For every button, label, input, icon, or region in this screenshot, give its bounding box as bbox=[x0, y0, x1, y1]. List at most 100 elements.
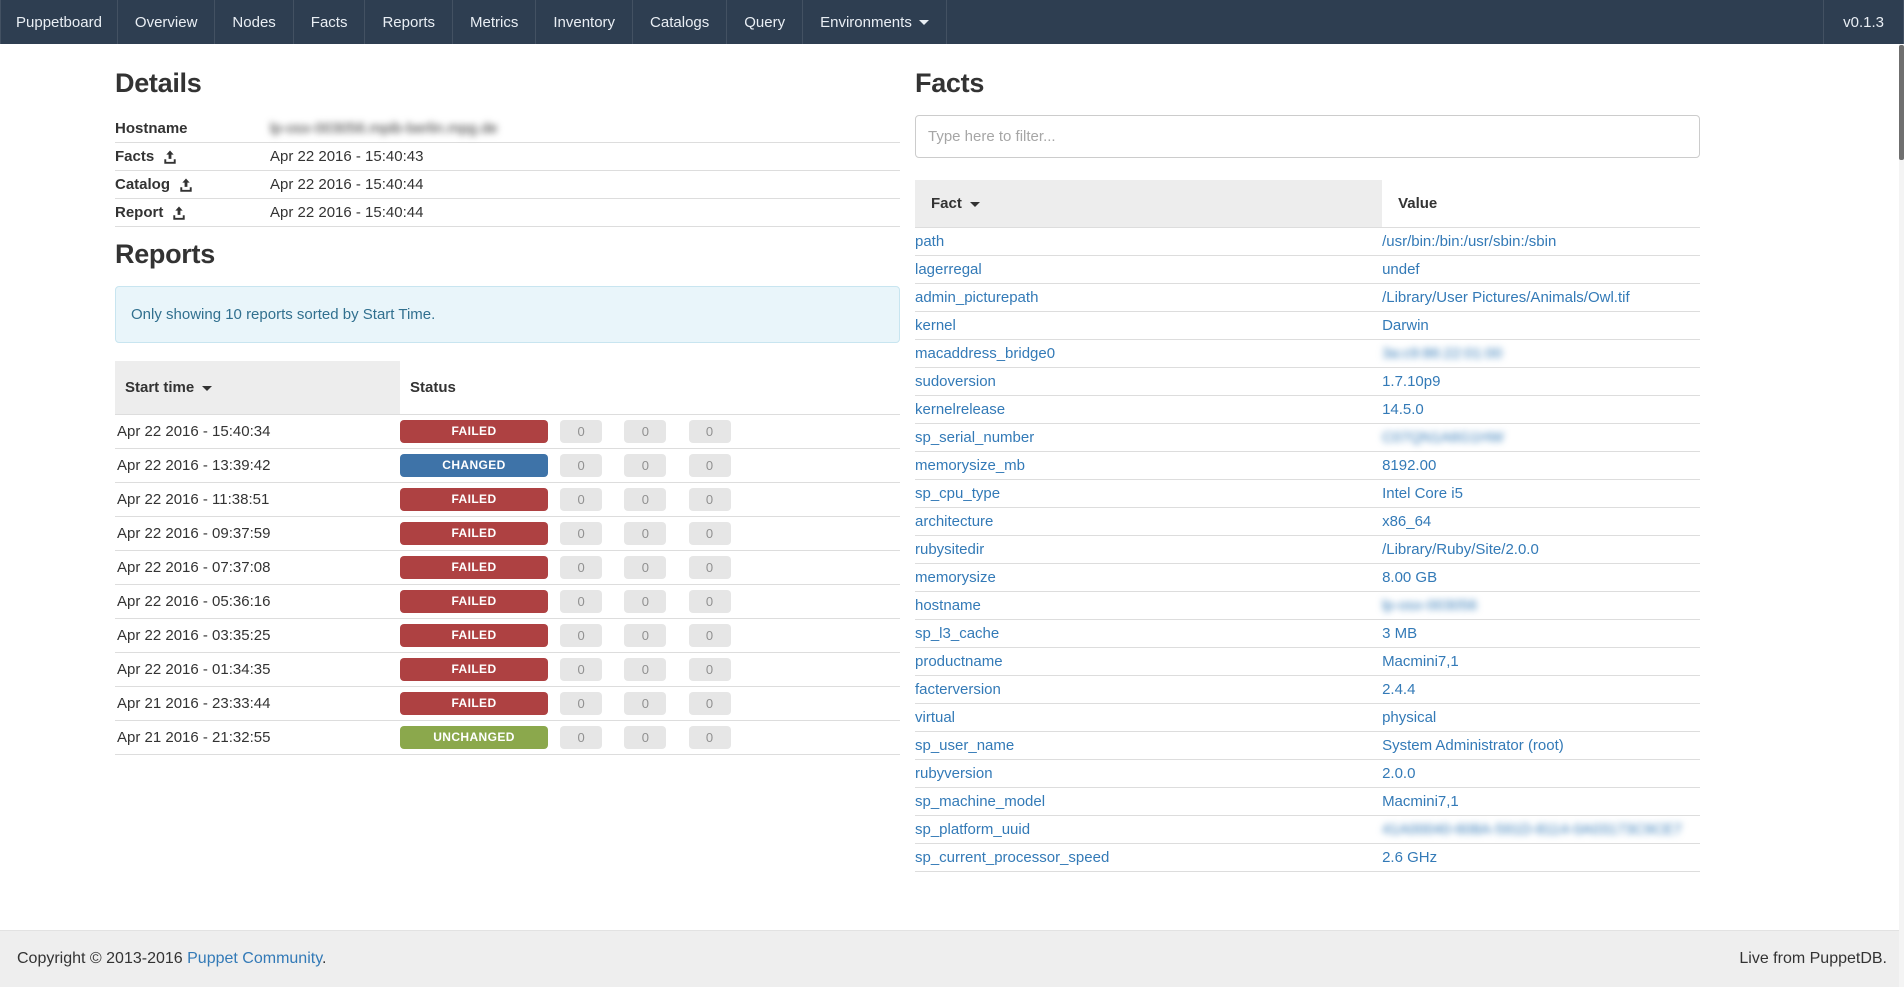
status-badge[interactable]: FAILED bbox=[400, 420, 548, 443]
fact-name-link[interactable]: kernel bbox=[915, 317, 956, 334]
scrollbar-track[interactable] bbox=[1899, 44, 1904, 987]
fact-value-link[interactable]: System Administrator (root) bbox=[1382, 737, 1564, 754]
status-badge[interactable]: FAILED bbox=[400, 692, 548, 715]
report-row[interactable]: Apr 22 2016 - 07:37:08 FAILED 0 0 0 bbox=[115, 551, 900, 585]
scrollbar-thumb[interactable] bbox=[1899, 45, 1904, 160]
fact-value-link[interactable]: 2.0.0 bbox=[1382, 765, 1415, 782]
fact-value-link[interactable]: 1.7.10p9 bbox=[1382, 373, 1440, 390]
nav-item-nodes[interactable]: Nodes bbox=[215, 0, 293, 44]
report-row[interactable]: Apr 22 2016 - 09:37:59 FAILED 0 0 0 bbox=[115, 517, 900, 551]
fact-value-link[interactable]: C07QN1A6G1HW bbox=[1382, 429, 1504, 446]
fact-name-link[interactable]: hostname bbox=[915, 597, 981, 614]
main-content: Details Hostname lp-osx-003056.mpib-berl… bbox=[0, 44, 1904, 930]
status-badge[interactable]: FAILED bbox=[400, 624, 548, 647]
upload-icon[interactable] bbox=[163, 150, 177, 164]
fact-value-link[interactable]: 2.4.4 bbox=[1382, 681, 1415, 698]
fact-value-link[interactable]: 8192.00 bbox=[1382, 457, 1436, 474]
report-row[interactable]: Apr 22 2016 - 11:38:51 FAILED 0 0 0 bbox=[115, 483, 900, 517]
fact-value-link[interactable]: Macmini7,1 bbox=[1382, 793, 1459, 810]
fact-name-link[interactable]: sp_platform_uuid bbox=[915, 821, 1030, 838]
fact-value-link[interactable]: /usr/bin:/bin:/usr/sbin:/sbin bbox=[1382, 233, 1556, 250]
upload-icon[interactable] bbox=[172, 206, 186, 220]
report-row[interactable]: Apr 21 2016 - 21:32:55 UNCHANGED 0 0 0 bbox=[115, 721, 900, 755]
fact-value-link[interactable]: undef bbox=[1382, 261, 1420, 278]
fact-name-link[interactable]: facterversion bbox=[915, 681, 1001, 698]
report-row[interactable]: Apr 22 2016 - 15:40:34 FAILED 0 0 0 bbox=[115, 415, 900, 449]
fact-name-link[interactable]: kernelrelease bbox=[915, 401, 1005, 418]
fact-value-link[interactable]: 3 MB bbox=[1382, 625, 1417, 642]
nav-item-reports[interactable]: Reports bbox=[365, 0, 453, 44]
fact-value-link[interactable]: 14.5.0 bbox=[1382, 401, 1424, 418]
report-start-time[interactable]: Apr 22 2016 - 05:36:16 bbox=[115, 585, 400, 619]
report-start-time[interactable]: Apr 21 2016 - 23:33:44 bbox=[115, 687, 400, 721]
report-start-time[interactable]: Apr 22 2016 - 07:37:08 bbox=[115, 551, 400, 585]
fact-value-link[interactable]: /Library/Ruby/Site/2.0.0 bbox=[1382, 541, 1539, 558]
report-start-time[interactable]: Apr 22 2016 - 09:37:59 bbox=[115, 517, 400, 551]
fact-name-link[interactable]: sp_current_processor_speed bbox=[915, 849, 1109, 866]
fact-name-link[interactable]: admin_picturepath bbox=[915, 289, 1038, 306]
status-badge[interactable]: UNCHANGED bbox=[400, 726, 548, 749]
upload-icon[interactable] bbox=[179, 178, 193, 192]
fact-name-link[interactable]: virtual bbox=[915, 709, 955, 726]
navbar-brand[interactable]: Puppetboard bbox=[1, 0, 118, 44]
fact-value-link[interactable]: lp-osx-003056 bbox=[1382, 597, 1477, 614]
nav-item-overview[interactable]: Overview bbox=[118, 0, 216, 44]
fact-name-link[interactable]: sp_serial_number bbox=[915, 429, 1034, 446]
fact-name-link[interactable]: sp_cpu_type bbox=[915, 485, 1000, 502]
status-badge[interactable]: CHANGED bbox=[400, 454, 548, 477]
report-row[interactable]: Apr 21 2016 - 23:33:44 FAILED 0 0 0 bbox=[115, 687, 900, 721]
fact-name-link[interactable]: sp_l3_cache bbox=[915, 625, 999, 642]
fact-name-link[interactable]: memorysize_mb bbox=[915, 457, 1025, 474]
nav-item-catalogs[interactable]: Catalogs bbox=[633, 0, 727, 44]
fact-value-link[interactable]: 2.6 GHz bbox=[1382, 849, 1437, 866]
status-badge[interactable]: FAILED bbox=[400, 658, 548, 681]
fact-name-link[interactable]: sp_user_name bbox=[915, 737, 1014, 754]
report-row[interactable]: Apr 22 2016 - 03:35:25 FAILED 0 0 0 bbox=[115, 619, 900, 653]
fact-name-link[interactable]: memorysize bbox=[915, 569, 996, 586]
fact-name-link[interactable]: rubyversion bbox=[915, 765, 993, 782]
nav-item-facts[interactable]: Facts bbox=[294, 0, 366, 44]
status-badge[interactable]: FAILED bbox=[400, 522, 548, 545]
nav-item-query[interactable]: Query bbox=[727, 0, 803, 44]
report-start-time[interactable]: Apr 22 2016 - 11:38:51 bbox=[115, 483, 400, 517]
report-start-time[interactable]: Apr 21 2016 - 21:32:55 bbox=[115, 721, 400, 755]
fact-value-link[interactable]: x86_64 bbox=[1382, 513, 1431, 530]
report-start-time[interactable]: Apr 22 2016 - 03:35:25 bbox=[115, 619, 400, 653]
fact-value-link[interactable]: Intel Core i5 bbox=[1382, 485, 1463, 502]
status-badge[interactable]: FAILED bbox=[400, 488, 548, 511]
report-row[interactable]: Apr 22 2016 - 01:34:35 FAILED 0 0 0 bbox=[115, 653, 900, 687]
fact-name-link[interactable]: macaddress_bridge0 bbox=[915, 345, 1055, 362]
nav-item-environments-dropdown[interactable]: Environments bbox=[803, 0, 947, 44]
fact-row: sp_machine_model Macmini7,1 bbox=[915, 788, 1700, 816]
fact-name-link[interactable]: sp_machine_model bbox=[915, 793, 1045, 810]
reports-sort-header-start-time[interactable]: Start time bbox=[115, 361, 400, 415]
report-start-time[interactable]: Apr 22 2016 - 15:40:34 bbox=[115, 415, 400, 449]
nav-item-inventory[interactable]: Inventory bbox=[536, 0, 633, 44]
fact-name-link[interactable]: productname bbox=[915, 653, 1003, 670]
fact-value-link[interactable]: Darwin bbox=[1382, 317, 1429, 334]
fact-value-link[interactable]: physical bbox=[1382, 709, 1436, 726]
puppet-community-link[interactable]: Puppet Community bbox=[187, 950, 322, 967]
fact-value-link[interactable]: 8.00 GB bbox=[1382, 569, 1437, 586]
fact-value-link[interactable]: /Library/User Pictures/Animals/Owl.tif bbox=[1382, 289, 1630, 306]
report-row[interactable]: Apr 22 2016 - 13:39:42 CHANGED 0 0 0 bbox=[115, 449, 900, 483]
status-badge[interactable]: FAILED bbox=[400, 556, 548, 579]
status-badge[interactable]: FAILED bbox=[400, 590, 548, 613]
fact-value-link[interactable]: Macmini7,1 bbox=[1382, 653, 1459, 670]
facts-filter-input[interactable] bbox=[915, 115, 1700, 158]
facts-column: Facts Fact Value path /usr/bin:/bin:/usr… bbox=[915, 44, 1700, 930]
fact-name-link[interactable]: rubysitedir bbox=[915, 541, 984, 558]
fact-name-link[interactable]: path bbox=[915, 233, 944, 250]
fact-name-link[interactable]: sudoversion bbox=[915, 373, 996, 390]
fact-name-link[interactable]: lagerregal bbox=[915, 261, 982, 278]
event-count-badge: 0 bbox=[624, 556, 666, 579]
fact-value-link[interactable]: 3a:c9:86:22:01:00 bbox=[1382, 345, 1502, 362]
fact-name-link[interactable]: architecture bbox=[915, 513, 993, 530]
fact-row: sudoversion 1.7.10p9 bbox=[915, 368, 1700, 396]
facts-sort-header-fact[interactable]: Fact bbox=[915, 180, 1382, 228]
report-start-time[interactable]: Apr 22 2016 - 01:34:35 bbox=[115, 653, 400, 687]
report-start-time[interactable]: Apr 22 2016 - 13:39:42 bbox=[115, 449, 400, 483]
report-row[interactable]: Apr 22 2016 - 05:36:16 FAILED 0 0 0 bbox=[115, 585, 900, 619]
fact-value-link[interactable]: 41A00040-608A-591D-8114-0A03173C9CE7 bbox=[1382, 821, 1682, 838]
nav-item-metrics[interactable]: Metrics bbox=[453, 0, 536, 44]
